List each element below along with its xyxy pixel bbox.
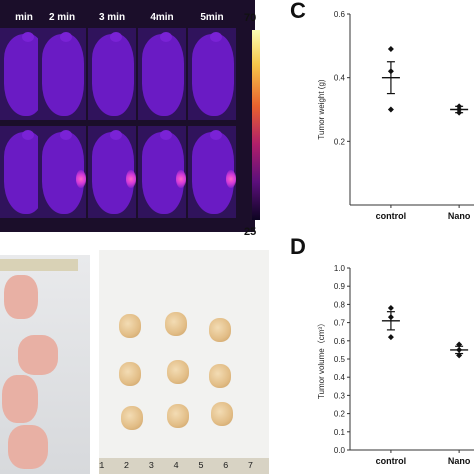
mouse-body: [18, 335, 58, 375]
mouse-body: [8, 425, 48, 469]
mouse-ear: [60, 32, 72, 42]
tumor: [211, 402, 233, 426]
time-label-5: 5min: [200, 12, 224, 23]
y-tick-label: 0.4: [334, 373, 346, 382]
data-point: [387, 106, 394, 113]
y-axis-title: Tumor volume（cm³）: [317, 319, 326, 399]
mouse-body: [4, 275, 38, 319]
y-tick-label: 0.6: [334, 337, 346, 346]
photo-ruler: [0, 259, 78, 271]
tumor-heat-spot: [76, 170, 86, 188]
data-point: [387, 314, 394, 321]
y-tick-label: 0.3: [334, 391, 346, 400]
y-tick-label: 0.2: [334, 137, 346, 146]
tumor-volume-chart: 0.0 0.1 0.2 0.3 0.4 0.5 0.6 0.7 0.8 0.9 1.0 Tumor v…: [317, 264, 474, 466]
y-tick-label: 0.1: [334, 428, 346, 437]
excised-tumors-photo: 1 2 3 4 5 6 7 8: [99, 250, 269, 474]
mouse-silhouette: [92, 34, 134, 116]
mouse-silhouette: [192, 34, 234, 116]
tumor-heat-spot: [176, 170, 186, 188]
y-tick-label: 1.0: [334, 264, 346, 273]
tumor-weight-chart: 0.2 0.4 0.6 Tumor weight (g) control Nano: [317, 10, 474, 221]
tumor: [119, 314, 141, 338]
y-tick-label: 0.4: [334, 74, 346, 83]
tumor: [121, 406, 143, 430]
tumor: [167, 360, 189, 384]
data-point: [456, 103, 463, 110]
data-point: [456, 346, 463, 353]
time-label-2: 2 min: [48, 12, 76, 23]
tumor-heat-spot: [126, 170, 136, 188]
tumor: [209, 364, 231, 388]
time-label-1: min: [15, 12, 33, 23]
data-point: [387, 334, 394, 341]
data-point: [456, 109, 463, 116]
mouse-ear: [22, 130, 34, 140]
tumor-ruler: 1 2 3 4 5 6 7 8: [99, 458, 269, 474]
mouse-ear: [210, 32, 222, 42]
thermal-mouse-image: [138, 28, 186, 120]
y-tick-label: 0.0: [334, 446, 346, 455]
y-tick-label: 0.9: [334, 282, 346, 291]
y-tick-label: 0.2: [334, 410, 346, 419]
colorbar-max-label: 70: [244, 12, 257, 24]
x-tick-label: Nano: [448, 211, 471, 221]
temperature-colorbar: [252, 30, 260, 220]
mouse-ear: [60, 130, 72, 140]
colorbar-min-label: 25: [244, 226, 257, 238]
panel-letter-d: D: [290, 234, 306, 259]
mice-photo: [0, 255, 90, 474]
thermal-mouse-image: [88, 28, 136, 120]
data-point: [387, 46, 394, 53]
x-tick-label: Nano: [448, 456, 471, 466]
thermal-mouse-image: [88, 126, 136, 218]
mouse-ear: [160, 32, 172, 42]
data-point: [387, 68, 394, 75]
data-point: [387, 305, 394, 312]
panel-letter-c: C: [290, 0, 306, 23]
x-tick-label: control: [376, 211, 407, 221]
y-tick-label: 0.5: [334, 355, 346, 364]
time-label-4: 4min: [150, 12, 174, 23]
mouse-silhouette: [142, 34, 184, 116]
data-point: [456, 106, 463, 113]
mouse-ear: [160, 130, 172, 140]
tumor: [119, 362, 141, 386]
thermal-mouse-image: [188, 28, 236, 120]
thermal-mouse-image: [138, 126, 186, 218]
x-tick-label: control: [376, 456, 407, 466]
tumor: [165, 312, 187, 336]
thermal-mouse-image: [38, 126, 86, 218]
tumor-heat-spot: [226, 170, 236, 188]
data-point: [456, 341, 463, 348]
tumor: [167, 404, 189, 428]
mouse-ear: [210, 130, 222, 140]
y-tick-label: 0.7: [334, 319, 346, 328]
mouse-ear: [22, 32, 34, 42]
mouse-ear: [110, 32, 122, 42]
y-tick-label: 0.6: [334, 10, 346, 19]
thermal-mouse-image: [38, 28, 86, 120]
y-axis-title: Tumor weight (g): [317, 79, 326, 140]
tumor: [209, 318, 231, 342]
data-point: [456, 352, 463, 359]
y-tick-label: 0.8: [334, 300, 346, 309]
mouse-ear: [110, 130, 122, 140]
mouse-silhouette: [42, 34, 84, 116]
thermal-mouse-image: [188, 126, 236, 218]
time-label-3: 3 min: [98, 12, 126, 23]
mouse-body: [2, 375, 38, 423]
